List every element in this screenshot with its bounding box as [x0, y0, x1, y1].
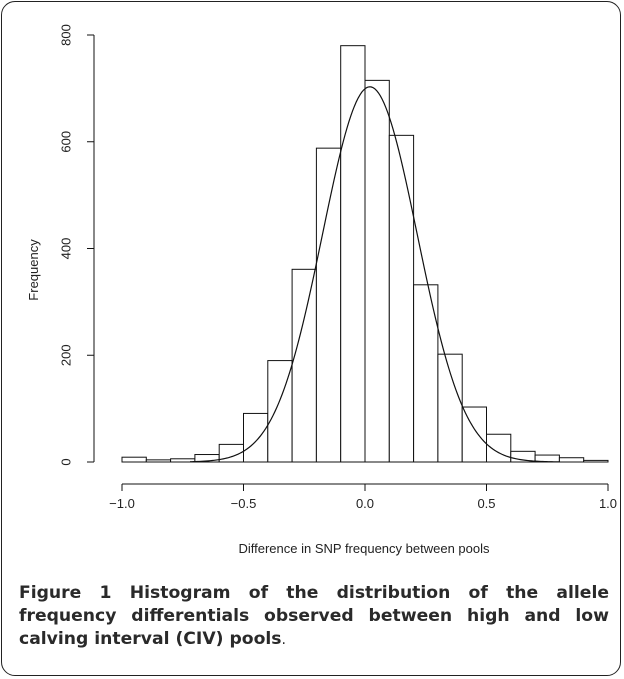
- histogram-bars: [121, 45, 609, 463]
- y-tick-label: 800: [58, 24, 73, 46]
- histogram-bar: [243, 412, 269, 463]
- x-tick-label: 0.0: [356, 496, 374, 511]
- histogram-bar: [461, 406, 488, 463]
- caption-end: .: [281, 632, 286, 648]
- histogram-bar: [364, 79, 390, 463]
- figure-caption: Figure 1 Histogram of the distribution o…: [19, 582, 609, 652]
- histogram-bar: [583, 459, 609, 463]
- y-tick-label: 400: [58, 238, 73, 260]
- y-axis: 0 200 400 600 800: [58, 24, 95, 466]
- histogram-bar: [340, 45, 366, 463]
- x-tick-label: 1.0: [599, 496, 617, 511]
- histogram-bar: [145, 459, 172, 463]
- histogram-bar: [121, 456, 147, 463]
- density-curve: [190, 86, 560, 463]
- y-axis-label: Frequency: [26, 239, 41, 301]
- histogram-bar: [315, 147, 342, 463]
- histogram-bar: [291, 268, 317, 463]
- y-tick-label: 200: [58, 344, 73, 366]
- caption-text: Histogram of the distribution of the all…: [19, 583, 610, 649]
- histogram-bar: [486, 433, 512, 463]
- histogram-chart: −1.0 −0.5 0.0 0.5 1.0 0 200 400 600 800 Differen…: [26, 24, 617, 556]
- x-tick-label: −1.0: [109, 496, 135, 511]
- y-tick-label: 600: [58, 131, 73, 153]
- histogram-bar: [558, 457, 585, 463]
- x-axis: −1.0 −0.5 0.0 0.5 1.0: [109, 483, 617, 511]
- histogram-bar: [413, 284, 439, 463]
- x-tick-label: 0.5: [477, 496, 495, 511]
- y-tick-label: 0: [58, 458, 73, 465]
- x-axis-label: Difference in SNP frequency between pool…: [238, 541, 490, 556]
- x-tick-label: −0.5: [231, 496, 257, 511]
- histogram-bar: [388, 134, 415, 463]
- figure-label: Figure 1: [19, 583, 112, 603]
